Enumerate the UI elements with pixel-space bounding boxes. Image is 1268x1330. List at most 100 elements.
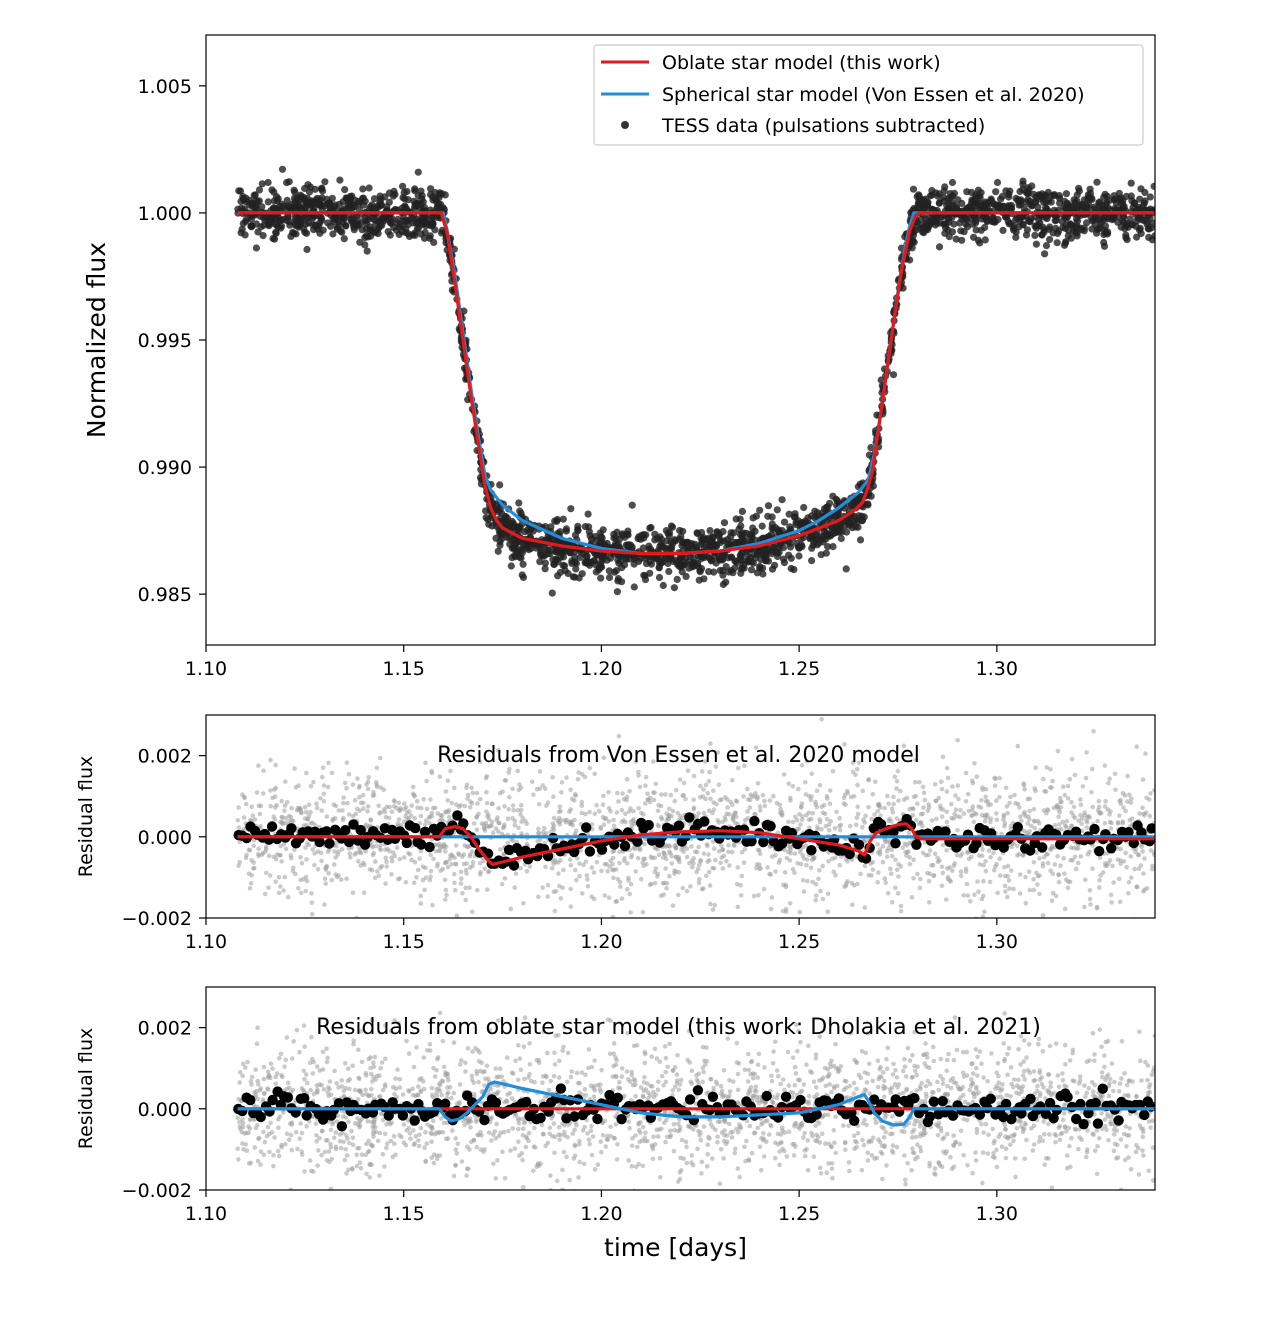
residual-point xyxy=(536,826,541,832)
residual-point xyxy=(1033,765,1038,770)
residual-point xyxy=(396,800,402,806)
residual-point xyxy=(877,805,883,810)
residual-point xyxy=(866,777,871,783)
residual-point xyxy=(484,790,489,795)
tess-data-point xyxy=(1031,231,1039,239)
residual-point xyxy=(875,809,880,814)
residual-point xyxy=(613,867,619,872)
tess-data-point xyxy=(1060,203,1068,211)
tess-data-point xyxy=(934,192,942,200)
residual-point xyxy=(762,798,767,804)
tess-data-point xyxy=(365,184,373,192)
residual-point xyxy=(1109,900,1114,905)
residual-point xyxy=(705,791,710,796)
residual-point xyxy=(499,831,505,837)
residual-point xyxy=(853,853,859,859)
residual-point xyxy=(1002,864,1007,870)
residual-point xyxy=(1094,906,1100,911)
tess-data-point xyxy=(944,226,952,234)
residual-point xyxy=(819,827,824,832)
residual-point xyxy=(540,885,545,890)
residual-point xyxy=(955,783,961,788)
residual-point xyxy=(1041,776,1046,782)
residual-point xyxy=(310,847,316,852)
residual-point xyxy=(470,909,475,915)
residual-point xyxy=(1049,785,1054,790)
binned-residual-point xyxy=(776,838,788,849)
tess-data-point xyxy=(559,515,567,523)
residual-point xyxy=(325,849,331,855)
residual-point xyxy=(520,815,525,821)
residual-point xyxy=(890,809,896,815)
residual-point xyxy=(953,807,959,812)
tess-data-point xyxy=(1101,227,1109,235)
tess-data-point xyxy=(889,371,898,379)
tess-data-point xyxy=(924,198,932,206)
tess-data-point xyxy=(932,213,940,222)
residual-point xyxy=(545,894,550,899)
tess-data-point xyxy=(1090,203,1098,211)
residual-point xyxy=(589,865,595,870)
residual-point xyxy=(752,794,758,799)
tess-data-point xyxy=(791,510,799,518)
x-tick-label: 1.15 xyxy=(383,658,425,680)
residual-point xyxy=(1017,805,1022,810)
legend-swatch-tess xyxy=(621,121,629,129)
residual-point xyxy=(322,902,327,907)
tess-data-point xyxy=(667,538,675,546)
residual-point xyxy=(666,816,671,822)
residual-point xyxy=(336,808,342,813)
residual-point xyxy=(449,852,455,857)
residual-point xyxy=(1045,860,1051,866)
residual-point xyxy=(898,788,903,794)
residual-point xyxy=(409,857,414,863)
residual-point xyxy=(810,811,816,816)
residual-point xyxy=(278,884,283,889)
tess-data-point xyxy=(773,506,781,514)
tess-data-point xyxy=(552,548,560,556)
tess-data-point xyxy=(656,543,664,551)
tess-data-point xyxy=(438,226,446,234)
binned-residual-point xyxy=(508,860,520,871)
residual-point xyxy=(1059,799,1064,804)
residual-point xyxy=(731,812,736,818)
residual-point xyxy=(518,865,523,871)
residual-point xyxy=(991,850,996,856)
residual-point xyxy=(860,788,866,794)
residual-point xyxy=(502,804,507,809)
residual-point xyxy=(624,794,630,800)
residual-point xyxy=(932,782,938,787)
tess-data-point xyxy=(336,176,344,184)
residual-point xyxy=(1071,804,1077,810)
residual-point xyxy=(877,847,883,852)
tess-data-point xyxy=(1115,189,1123,197)
residual-point xyxy=(505,816,511,821)
tess-data-point xyxy=(541,565,549,573)
residual-point xyxy=(1142,813,1147,818)
residual-point xyxy=(257,811,263,817)
residual-point xyxy=(648,881,654,887)
residual-point xyxy=(392,799,398,804)
residual-point xyxy=(524,821,529,826)
residual-point xyxy=(1148,791,1153,796)
residual-point xyxy=(898,864,904,869)
residual-point xyxy=(378,865,383,870)
residual-point xyxy=(246,871,252,876)
residual-point xyxy=(454,913,460,918)
residual-point xyxy=(949,801,954,807)
tess-data-point xyxy=(341,186,349,194)
residual-point xyxy=(347,851,353,856)
residual-point xyxy=(273,856,279,862)
residual-point xyxy=(447,857,453,862)
tess-data-point xyxy=(822,503,831,511)
tess-data-point xyxy=(553,555,561,564)
residual-point xyxy=(266,853,272,859)
residual-point xyxy=(321,791,327,797)
residual-point xyxy=(319,858,324,864)
binned-residual-point xyxy=(324,838,335,849)
residual-point xyxy=(655,822,661,828)
residual-point xyxy=(1062,906,1068,912)
tess-data-point xyxy=(507,562,515,570)
residual-point xyxy=(983,859,988,864)
binned-residual-point xyxy=(401,837,412,849)
